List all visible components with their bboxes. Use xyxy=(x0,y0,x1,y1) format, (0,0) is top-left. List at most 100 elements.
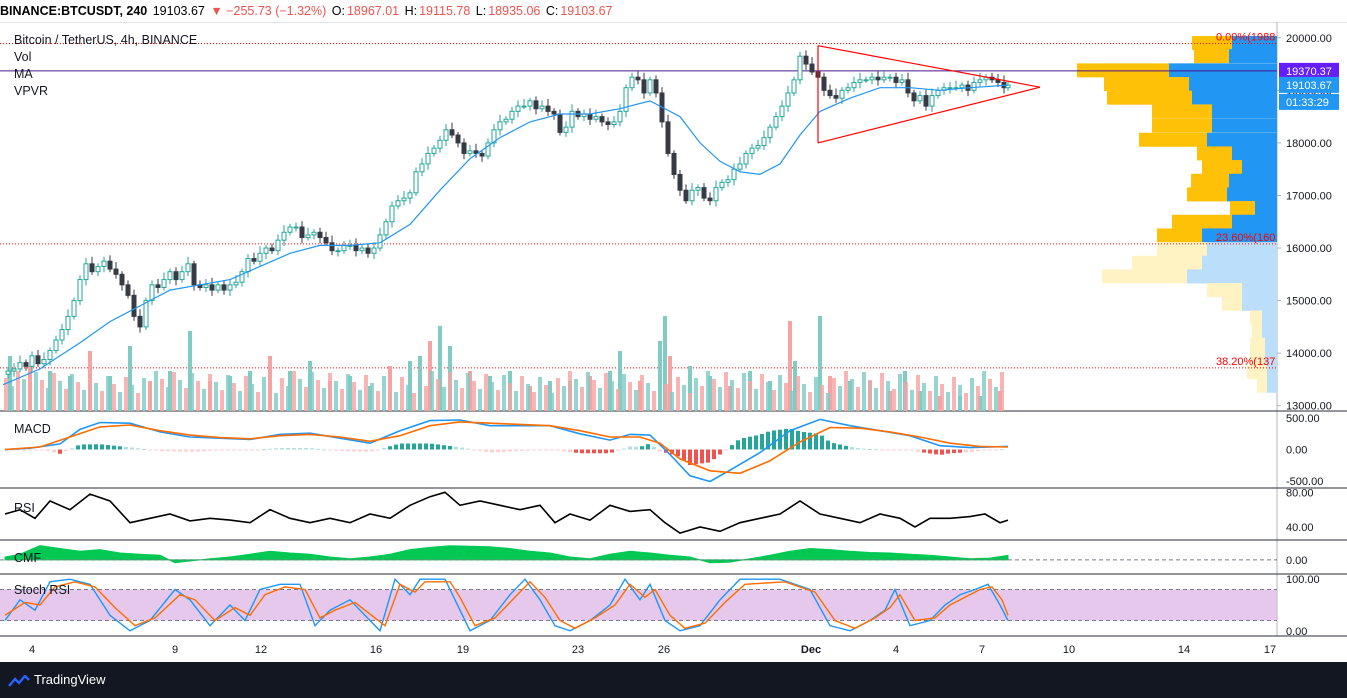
volume-bar xyxy=(364,375,368,411)
cmf-label: CMF xyxy=(14,551,41,565)
candle-body xyxy=(251,258,257,262)
volume-bar xyxy=(436,379,440,411)
ma-line xyxy=(2,84,1009,386)
candle-body xyxy=(371,247,377,254)
volume-bar xyxy=(784,383,788,411)
volume-bar xyxy=(520,376,524,411)
macd-histogram-bar xyxy=(208,449,212,451)
candle-body xyxy=(635,76,641,81)
tradingview-logo[interactable]: TradingView xyxy=(8,672,106,687)
macd-histogram-bar xyxy=(970,449,974,452)
fib-level-label: 0.00%(1988 xyxy=(1216,32,1275,44)
candle-body xyxy=(353,244,359,252)
time-tick-label: 9 xyxy=(172,644,178,656)
candle-body xyxy=(677,173,683,191)
volume-bar xyxy=(514,391,518,411)
candle-body xyxy=(77,279,83,302)
macd-histogram-bar xyxy=(232,449,236,451)
candle-body xyxy=(521,105,527,108)
volume-bar xyxy=(130,385,134,411)
chart-area[interactable]: 0.00%(1988 23.60%(160 38.20%(137 20000.00 19… xyxy=(0,22,1347,662)
macd-histogram-bar xyxy=(736,440,740,450)
macd-histogram-bar xyxy=(682,449,686,461)
candle-body xyxy=(605,121,611,126)
candle-body xyxy=(695,187,701,191)
candle-body xyxy=(59,329,65,341)
volume-bar xyxy=(562,386,566,411)
macd-histogram-bar xyxy=(202,449,206,452)
macd-histogram-bar xyxy=(658,449,662,452)
open-value: 18967.01 xyxy=(346,4,400,18)
volume-bar xyxy=(370,383,374,411)
volume-bar xyxy=(256,392,260,411)
volume-bar xyxy=(178,380,182,411)
volume-bar xyxy=(748,381,752,411)
macd-histogram-bar xyxy=(784,428,788,450)
macd-histogram-bar xyxy=(400,443,404,450)
volume-bar xyxy=(976,386,980,411)
volume-bar xyxy=(382,376,386,411)
macd-histogram-bar xyxy=(562,449,566,452)
macd-histogram-bar xyxy=(250,449,254,451)
volume-bar xyxy=(304,387,308,411)
macd-histogram-bar xyxy=(112,445,116,450)
volume-bar xyxy=(676,377,680,411)
open-label: O: xyxy=(331,4,345,18)
macd-histogram-bar xyxy=(622,448,626,450)
time-tick-label: Dec xyxy=(801,644,821,656)
triangle-top-line xyxy=(817,45,1041,88)
macd-histogram-bar xyxy=(862,448,866,450)
volume-bar xyxy=(490,382,494,411)
vpvr-down-bar xyxy=(1102,269,1187,284)
volume-bar xyxy=(856,387,860,411)
volume-bar xyxy=(982,371,986,411)
volume-bar xyxy=(334,381,338,411)
macd-histogram-bar xyxy=(148,449,152,451)
vpvr-up-bar xyxy=(1242,296,1277,311)
macd-histogram-bar xyxy=(820,435,824,450)
macd-histogram-bar xyxy=(772,430,776,450)
candle-body xyxy=(647,79,653,94)
vpvr-down-bar xyxy=(1197,146,1232,161)
macd-histogram-bar xyxy=(946,449,950,454)
macd-histogram-bar xyxy=(574,449,578,453)
macd-histogram-bar xyxy=(952,449,956,454)
volume-bar xyxy=(910,390,914,411)
vpvr-down-bar xyxy=(1157,228,1202,243)
volume-bar xyxy=(166,387,170,411)
candle-body xyxy=(131,294,137,317)
macd-histogram-bar xyxy=(106,445,110,450)
macd-histogram-bar xyxy=(640,446,644,450)
candle-body xyxy=(1005,84,1011,89)
volume-bar xyxy=(466,373,470,411)
volume-bar xyxy=(724,372,728,411)
candle-body xyxy=(947,87,953,90)
macd-histogram-bar xyxy=(898,449,902,451)
symbol-label[interactable]: BINANCE:BTCUSDT, 240 xyxy=(0,4,148,18)
candle-body xyxy=(923,95,929,107)
volume-bar xyxy=(688,366,692,411)
candle-body xyxy=(977,79,983,83)
macd-histogram-bar xyxy=(412,443,416,450)
cmf-area xyxy=(4,545,1009,564)
volume-bar xyxy=(550,393,554,411)
volume-bar xyxy=(268,356,272,411)
candle-body xyxy=(845,87,851,91)
volume-bar xyxy=(58,381,62,411)
macd-histogram-bar xyxy=(358,449,362,452)
volume-bar xyxy=(760,374,764,411)
price-tick-label: 17000.00 xyxy=(1286,190,1332,202)
volume-bar xyxy=(592,380,596,411)
macd-histogram-bar xyxy=(406,443,410,450)
vpvr-down-bar xyxy=(1157,242,1207,257)
candle-body xyxy=(557,113,563,133)
volume-bar xyxy=(622,374,626,411)
volume-bar xyxy=(400,377,404,411)
volume-bar xyxy=(868,380,872,411)
candle-body xyxy=(689,189,695,202)
time-tick-label: 23 xyxy=(572,644,584,656)
macd-histogram-bar xyxy=(598,449,602,454)
volume-bar xyxy=(664,384,668,411)
time-tick-label: 17 xyxy=(1264,644,1276,656)
candle-body xyxy=(311,231,317,236)
